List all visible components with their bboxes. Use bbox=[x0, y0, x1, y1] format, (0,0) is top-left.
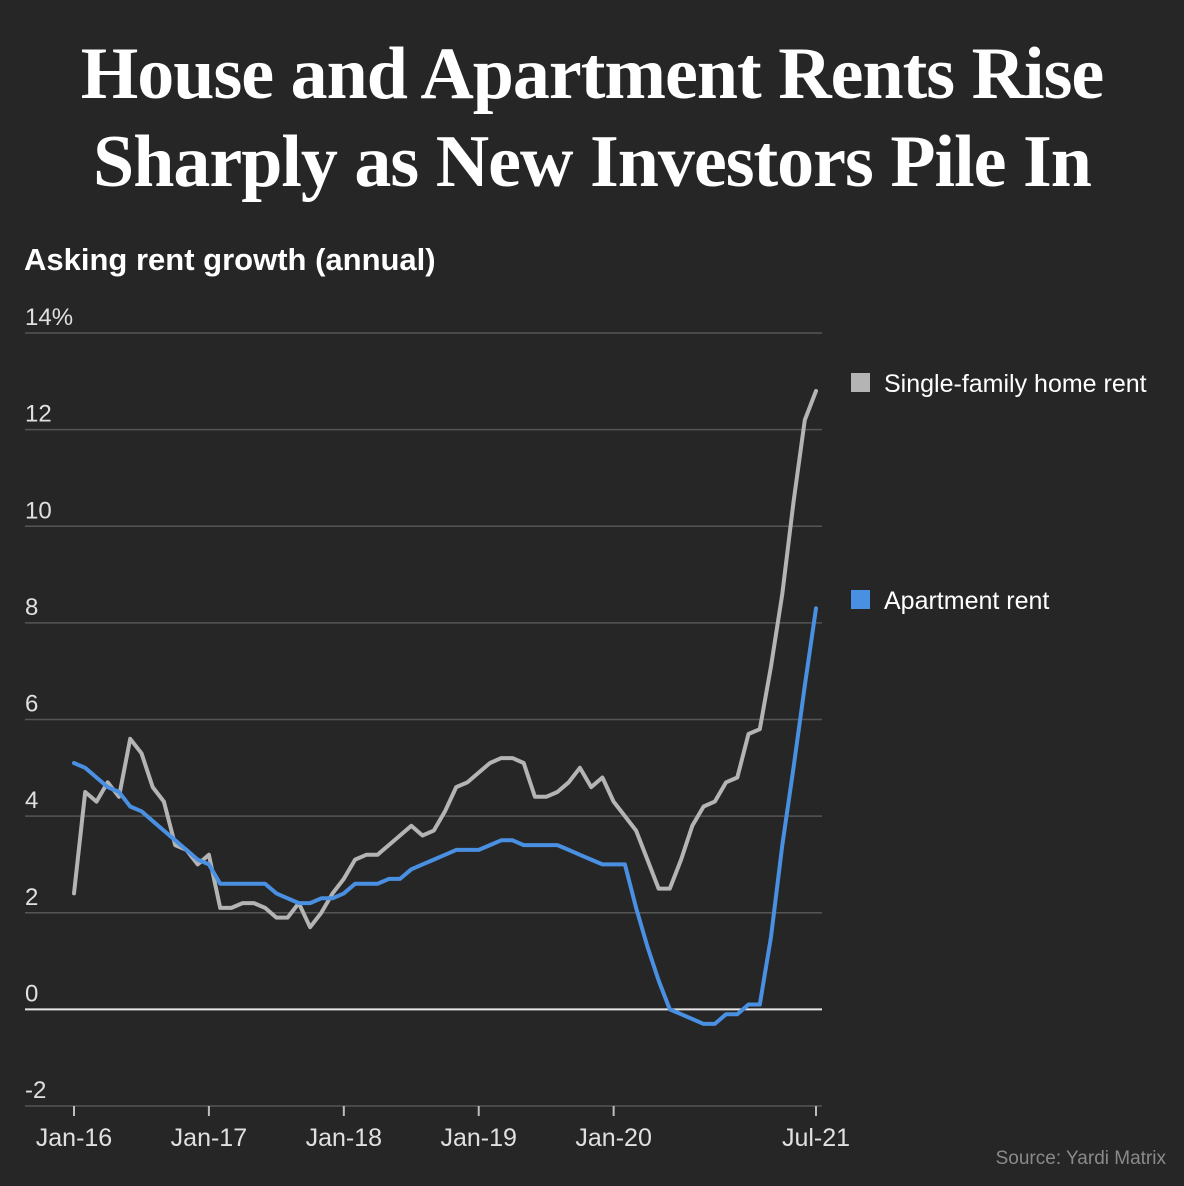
legend-label-single-family: Single-family home rent bbox=[884, 370, 1147, 398]
x-tick-label: Jan-17 bbox=[171, 1124, 247, 1152]
series-lines bbox=[72, 389, 818, 1026]
apartment-rent-line bbox=[72, 606, 818, 1026]
y-tick-label: 4 bbox=[25, 787, 38, 814]
y-tick-label: 6 bbox=[25, 691, 38, 718]
chart-title: House and Apartment Rents Rise Sharply a… bbox=[0, 30, 1184, 206]
y-tick-label: 2 bbox=[25, 884, 38, 911]
legend: Single-family home rent Apartment rent bbox=[851, 370, 1147, 615]
x-tick-label: Jan-20 bbox=[575, 1124, 651, 1152]
legend-swatch-apartment bbox=[851, 590, 870, 609]
legend-swatch-single-family bbox=[851, 373, 870, 392]
x-axis-ticks: Jan-16 Jan-17 Jan-18 Jan-19 Jan-20 Jul-21 bbox=[36, 1106, 850, 1152]
y-axis-ticks: 14% 12 10 8 6 4 2 0 -2 bbox=[25, 304, 73, 1104]
x-tick-label: Jan-19 bbox=[441, 1124, 517, 1152]
single-family-rent-line bbox=[72, 389, 818, 930]
title-line-2: Sharply as New Investors Pile In bbox=[93, 121, 1092, 203]
chart-subtitle: Asking rent growth (annual) bbox=[24, 242, 436, 277]
x-tick-label: Jul-21 bbox=[782, 1124, 850, 1152]
y-tick-label: 12 bbox=[25, 401, 52, 428]
y-tick-label: 0 bbox=[25, 980, 38, 1007]
legend-label-apartment: Apartment rent bbox=[884, 587, 1049, 615]
x-tick-label: Jan-18 bbox=[306, 1124, 382, 1152]
y-tick-label: 14% bbox=[25, 304, 73, 331]
y-tick-label: -2 bbox=[25, 1077, 46, 1104]
y-tick-label: 8 bbox=[25, 594, 38, 621]
grid-lines bbox=[25, 332, 822, 1107]
y-tick-label: 10 bbox=[25, 497, 52, 524]
title-line-1: House and Apartment Rents Rise bbox=[80, 33, 1104, 115]
x-tick-label: Jan-16 bbox=[36, 1124, 112, 1152]
source-note: Source: Yardi Matrix bbox=[995, 1148, 1166, 1169]
